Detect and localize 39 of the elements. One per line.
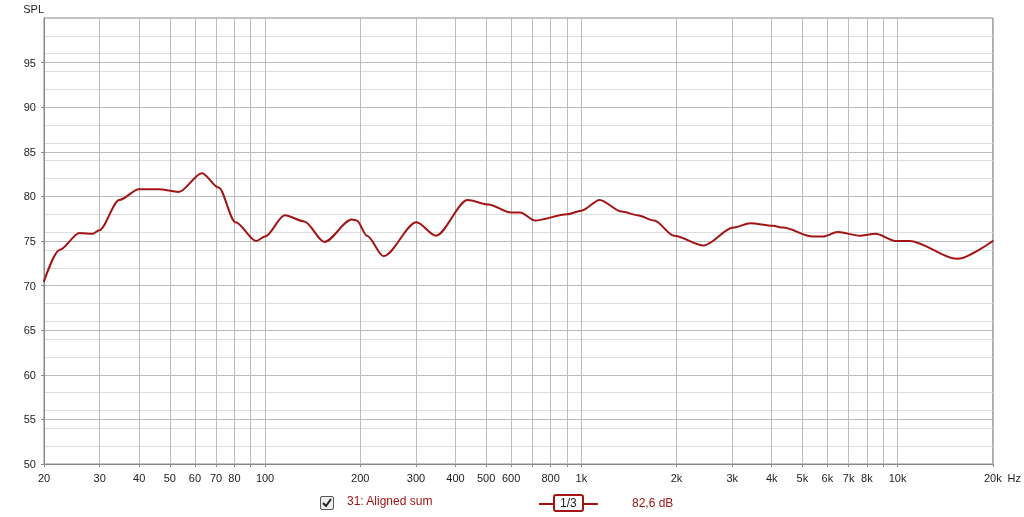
x-tick-label: 50 [163,471,176,484]
x-tick-label: 5k [796,471,809,484]
x-tick-label: 400 [446,471,465,484]
text: 1/3 [553,494,584,512]
x-tick-label: 600 [501,471,521,484]
y-axis-title: SPL [23,2,44,15]
x-tick-label: 10k [888,471,907,484]
x-tick-label: 30 [93,471,106,484]
x-axis-title: Hz [1007,471,1022,484]
y-tick-label: 80 [23,190,36,203]
x-tick-label: 800 [541,471,560,484]
y-tick-label: 75 [23,235,36,247]
x-tick-label: 60 [188,471,202,484]
x-tick-label: 8k [861,471,874,484]
y-tick-label: 95 [23,56,36,69]
y-tick-label: 90 [23,101,36,114]
y-tick-label: 55 [23,413,36,426]
x-tick-label: 7k [842,471,855,484]
y-tick-label: 85 [23,145,36,158]
x-tick-label: 4k [765,471,779,484]
x-tick-label: 3k [726,471,739,484]
x-tick-label: 20k [983,471,1003,484]
text: 82,6 dB [632,496,674,510]
x-tick-label: 40 [133,471,146,484]
x-tick-label: 6k [821,471,834,484]
text: 31: Aligned sum [347,494,433,508]
x-tick-label: 100 [255,471,275,484]
y-tick-label: 65 [23,324,36,337]
x-tick-label: 80 [228,471,241,484]
x-tick-label: 300 [406,471,426,484]
x-tick-label: 2k [670,471,683,484]
y-tick-label: 70 [23,279,36,292]
x-tick-label: 70 [209,471,223,484]
y-tick-label: 50 [23,458,36,470]
x-tick-label: 1k [575,471,588,484]
x-tick-label: 500 [476,471,496,484]
x-tick-label: 200 [351,471,370,484]
y-tick-label: 60 [23,368,36,381]
x-tick-label: 20 [37,471,51,484]
